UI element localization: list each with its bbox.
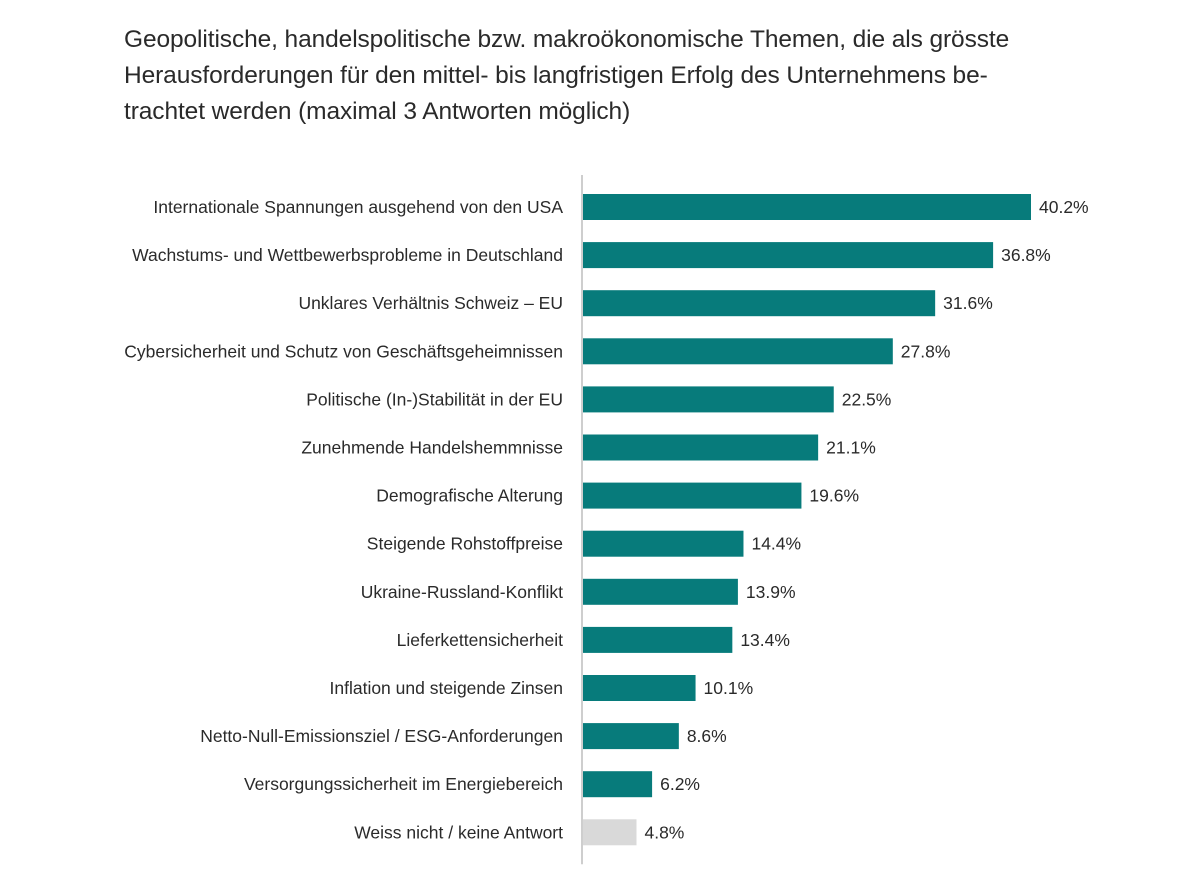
bar — [583, 626, 733, 653]
category-label: Lieferkettensicherheit — [397, 630, 563, 650]
category-label: Internationale Spannungen ausgehend von … — [153, 197, 563, 217]
bar — [583, 194, 1031, 220]
value-label: 13.9% — [746, 582, 796, 602]
category-label: Weiss nicht / keine Antwort — [354, 822, 563, 842]
value-label: 14.4% — [751, 534, 801, 554]
chart-title: Geopolitische, handelspolitische bzw. ma… — [124, 22, 1064, 130]
bar — [583, 338, 893, 365]
value-label: 36.8% — [1001, 245, 1051, 265]
value-label: 27.8% — [901, 341, 951, 361]
value-label: 21.1% — [826, 438, 876, 458]
chart-title-line-1: Geopolitische, handelspolitische bzw. ma… — [124, 26, 1010, 53]
category-label: Cybersicherheit und Schutz von Geschäfts… — [124, 341, 563, 361]
value-label: 6.2% — [660, 774, 700, 794]
value-label: 8.6% — [687, 726, 727, 746]
value-label: 13.4% — [740, 630, 790, 650]
bar — [583, 723, 679, 750]
category-label: Zunehmende Handelshemmnisse — [301, 438, 563, 458]
bar — [583, 434, 819, 461]
value-label: 19.6% — [809, 486, 859, 506]
category-label: Wachstums- und Wettbewerbsprobleme in De… — [132, 245, 563, 265]
bar — [583, 386, 834, 413]
value-label: 10.1% — [704, 678, 754, 698]
value-label: 22.5% — [842, 389, 892, 409]
chart-title-line-3: trachtet werden (maximal 3 Antworten mög… — [124, 98, 631, 125]
category-label: Inflation und steigende Zinsen — [330, 678, 564, 698]
bar — [583, 771, 653, 798]
bar — [583, 578, 738, 605]
category-label: Netto-Null-Emissionsziel / ESG-Anforderu… — [200, 726, 563, 746]
category-label: Unklares Verhältnis Schweiz – EU — [298, 293, 563, 313]
value-label: 4.8% — [644, 822, 684, 842]
category-label: Steigende Rohstoffpreise — [367, 534, 563, 554]
value-label: 31.6% — [943, 293, 993, 313]
bar — [583, 675, 696, 701]
bar — [583, 290, 936, 317]
bar — [583, 819, 637, 846]
category-label: Politische (In-)Stabilität in der EU — [306, 389, 563, 409]
value-label: 40.2% — [1039, 197, 1089, 217]
chart-title-line-2: Herausforderungen für den mittel- bis la… — [124, 62, 988, 89]
category-label: Ukraine-Russland-Konflikt — [361, 582, 563, 602]
bar — [583, 482, 802, 509]
category-label: Demografische Alterung — [376, 486, 563, 506]
bar — [583, 242, 994, 269]
bar — [583, 530, 744, 557]
category-label: Versorgungssicherheit im Energiebereich — [244, 774, 563, 794]
